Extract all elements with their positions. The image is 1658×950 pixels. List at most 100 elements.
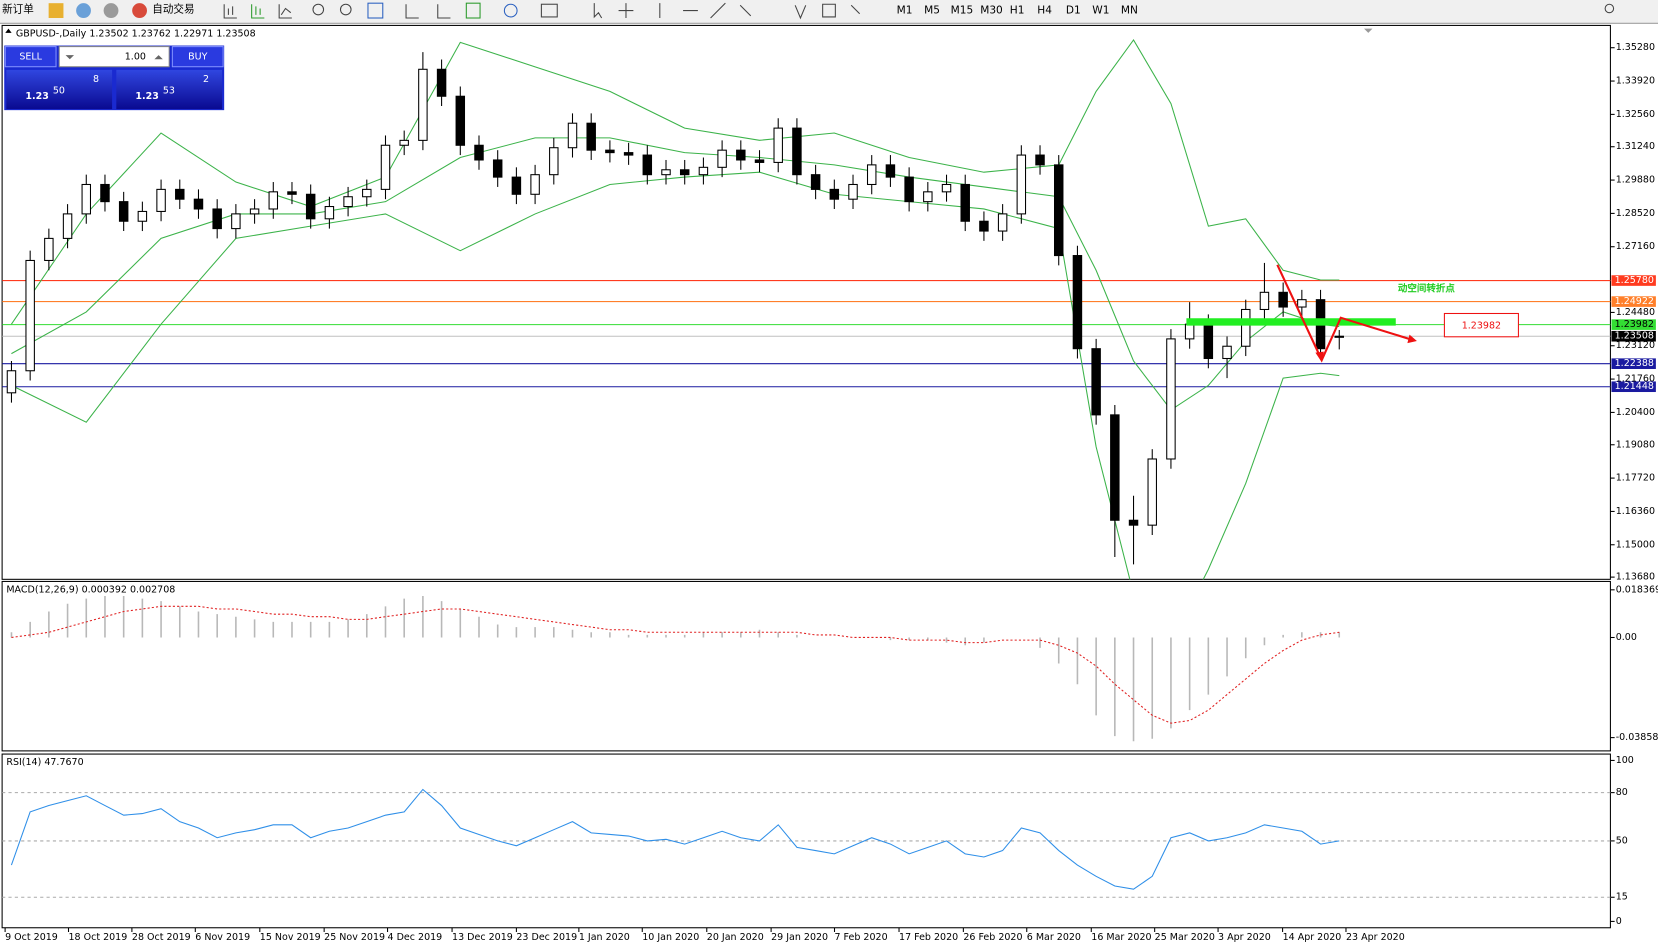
- candle-body: [1053, 164, 1064, 257]
- title-icon: [5, 28, 12, 33]
- buy-label[interactable]: BUY: [188, 52, 207, 63]
- candle-body: [717, 149, 727, 168]
- rsi-plot: [2, 788, 1611, 898]
- candle-body: [1278, 291, 1288, 308]
- candle-body: [923, 191, 933, 203]
- candle-body: [474, 144, 484, 161]
- ask-box[interactable]: [116, 69, 223, 110]
- x-tick-label: 1 Jan 2020: [579, 932, 630, 943]
- icon[interactable]: [405, 4, 451, 19]
- candle-body: [1297, 299, 1307, 308]
- candle-body: [455, 95, 466, 146]
- icon[interactable]: [339, 3, 352, 16]
- icon[interactable]: [103, 3, 119, 19]
- candle-body: [792, 127, 802, 176]
- y-tick-label: 1.15000: [1616, 539, 1655, 550]
- y-tick-label: 1.29880: [1616, 175, 1655, 186]
- timeframe[interactable]: H1: [1010, 5, 1025, 17]
- x-tick-label: 26 Feb 2020: [963, 932, 1022, 943]
- y-tick-label: 0.018369: [1616, 584, 1658, 595]
- candle-body: [810, 174, 821, 190]
- timeframe[interactable]: M15: [951, 5, 974, 17]
- candle-body: [418, 68, 428, 141]
- toolbar: [0, 0, 1658, 24]
- candle-body: [1110, 414, 1120, 521]
- x-tick-label: 14 Apr 2020: [1283, 932, 1342, 943]
- x-tick-label: 10 Jan 2020: [642, 932, 699, 943]
- main-panel: [1, 24, 1611, 580]
- timeframes: M1 M5 M15 M30 H1 H4 D1 W1 MN: [897, 5, 1138, 17]
- level-label-bg: [1611, 296, 1656, 307]
- timeframe[interactable]: D1: [1066, 5, 1081, 17]
- y-tick-label: 1.28520: [1616, 208, 1655, 219]
- y-tick-label: 50: [1616, 835, 1628, 846]
- symbol-title: GBPUSD-,Daily 1.23502 1.23762 1.22971 1.…: [16, 28, 256, 39]
- y-tick-label: 1.17720: [1616, 473, 1655, 484]
- sell-button[interactable]: [4, 46, 57, 68]
- candle-body: [829, 188, 840, 200]
- buy-button[interactable]: [171, 46, 224, 68]
- timeframe[interactable]: M30: [980, 5, 1003, 17]
- lot-value[interactable]: 1.00: [125, 52, 146, 63]
- x-tick-label: 7 Feb 2020: [835, 932, 888, 943]
- bid-pips: 50: [53, 86, 65, 97]
- candle-body: [249, 208, 260, 215]
- y-tick-label: 1.31240: [1616, 141, 1655, 152]
- icon[interactable]: [48, 3, 64, 19]
- x-tick-label: 25 Mar 2020: [1155, 932, 1215, 943]
- new-order[interactable]: 新订单: [2, 3, 34, 16]
- y-tick-label: 15: [1616, 892, 1628, 903]
- candle-body: [175, 188, 185, 200]
- icon[interactable]: [465, 2, 481, 19]
- timeframe[interactable]: H4: [1037, 5, 1052, 17]
- icon[interactable]: [503, 3, 518, 18]
- candle-body: [287, 191, 297, 195]
- candle-body: [736, 149, 746, 161]
- candle-body: [268, 191, 279, 210]
- timeframe[interactable]: M1: [897, 5, 913, 17]
- candle-body: [530, 174, 540, 195]
- timeframe[interactable]: MN: [1121, 5, 1138, 17]
- bid-box[interactable]: [6, 69, 113, 110]
- candle-body: [1016, 154, 1027, 215]
- band-middle: [11, 137, 1340, 411]
- axes: 1.35280 1.33920 1.32560 1.31240 1.29880 1.285…: [4, 42, 1658, 943]
- drawings: 动空间转折点 1.23982: [1186, 264, 1519, 363]
- icon[interactable]: [76, 3, 91, 19]
- y-tick-label: 1.24480: [1616, 307, 1655, 318]
- icon[interactable]: [312, 3, 325, 16]
- icon[interactable]: [540, 3, 558, 18]
- icon[interactable]: [132, 3, 147, 19]
- timeframe[interactable]: M5: [924, 5, 940, 17]
- icon[interactable]: [278, 4, 292, 19]
- y-tick-label: 1.23120: [1616, 340, 1655, 351]
- sell-label[interactable]: SELL: [19, 52, 42, 63]
- icon[interactable]: [223, 4, 237, 19]
- search-icon[interactable]: [1604, 3, 1615, 14]
- x-tick-label: 20 Jan 2020: [707, 932, 764, 943]
- lot-input[interactable]: [58, 46, 170, 68]
- level-label: 1.25780: [1615, 275, 1654, 286]
- red-arrow-path: [1276, 264, 1413, 363]
- tool-icons: [223, 2, 861, 20]
- candle-body: [100, 183, 110, 203]
- candle-body: [324, 206, 335, 220]
- candle-body: [586, 122, 596, 151]
- y-tick-label: 0: [1616, 916, 1622, 927]
- candle-body: [960, 183, 970, 222]
- macd-plot: [10, 595, 1341, 742]
- candle-body: [1128, 519, 1139, 526]
- icon[interactable]: [367, 2, 384, 19]
- candle-body: [642, 154, 653, 176]
- level-label: 1.23508: [1615, 331, 1654, 342]
- icon[interactable]: [251, 4, 265, 19]
- rsi-line: [10, 788, 1340, 890]
- candle-body: [436, 68, 447, 97]
- timeframe[interactable]: W1: [1092, 5, 1109, 17]
- x-tick-label: 9 Oct 2019: [5, 932, 58, 943]
- candle-body: [399, 139, 409, 146]
- icon[interactable]: [593, 2, 861, 20]
- auto-trading[interactable]: 自动交易: [152, 3, 194, 16]
- x-tick-label: 23 Dec 2019: [516, 932, 577, 943]
